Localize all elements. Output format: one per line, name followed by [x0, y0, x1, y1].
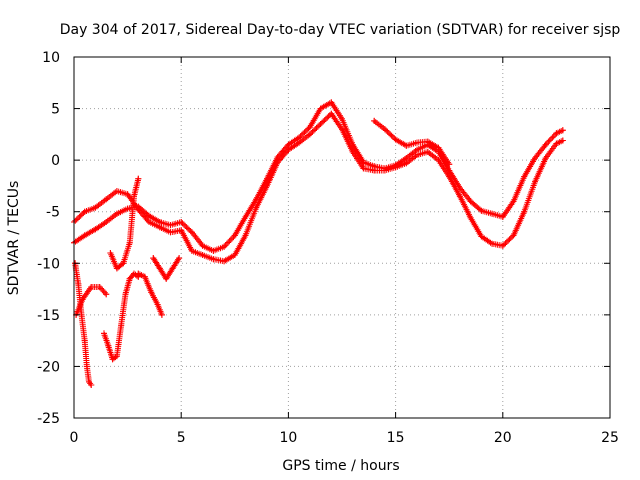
y-tick-label: 10 — [42, 50, 60, 66]
x-tick-label: 10 — [279, 430, 297, 446]
x-axis-label: GPS time / hours — [282, 458, 399, 474]
tick-labels: 0 5 10 15 20 25 -25 -20 -15 -10 -5 0 5 10 — [37, 50, 619, 446]
x-tick-label: 5 — [177, 430, 186, 446]
y-tick-label: 0 — [51, 153, 60, 169]
y-tick-label: -5 — [46, 205, 60, 221]
x-tick-label: 20 — [494, 430, 512, 446]
series-markers — [101, 270, 142, 363]
series-track-dip-f — [150, 255, 183, 282]
series-track-dip-d — [107, 175, 142, 272]
series-markers — [150, 255, 183, 282]
plot-frame — [73, 56, 611, 419]
y-tick-label: -10 — [37, 256, 60, 272]
y-tick-label: -25 — [37, 411, 60, 427]
data-markers — [71, 99, 566, 388]
y-tick-label: -15 — [37, 308, 60, 324]
y-axis-label: SDTVAR / TECUs — [6, 181, 22, 296]
series-track-short-late — [371, 117, 453, 168]
chart-title: Day 304 of 2017, Sidereal Day-to-day VTE… — [60, 22, 621, 38]
series-track-dip-e — [135, 270, 165, 318]
y-tick-label: 5 — [51, 102, 60, 118]
y-tick-label: -20 — [37, 359, 60, 375]
series-markers — [107, 175, 142, 272]
x-tick-label: 0 — [70, 430, 79, 446]
series-markers — [371, 117, 453, 168]
x-tick-label: 25 — [601, 430, 619, 446]
tick-marks — [73, 56, 611, 419]
series-track-main-lower — [71, 110, 566, 265]
grid-lines — [74, 57, 610, 418]
series-track-dip-c — [101, 270, 142, 363]
x-tick-label: 15 — [387, 430, 405, 446]
series-markers — [135, 270, 165, 318]
